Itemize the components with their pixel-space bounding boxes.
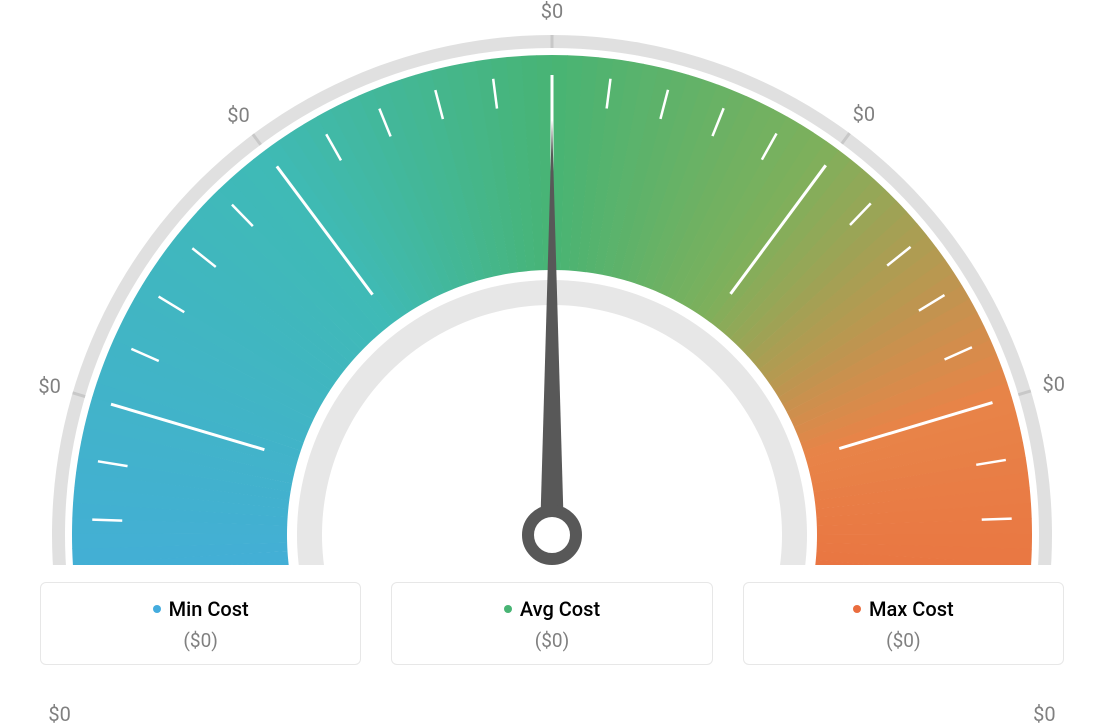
- legend-value-min: ($0): [51, 629, 350, 652]
- legend-card-min: Min Cost ($0): [40, 582, 361, 665]
- gauge-tick-label: $0: [541, 0, 563, 23]
- legend-card-max: Max Cost ($0): [743, 582, 1064, 665]
- legend-title-avg: Avg Cost: [504, 597, 600, 621]
- gauge-tick-label: $0: [227, 103, 249, 127]
- gauge-tick-label: $0: [1033, 702, 1055, 726]
- legend-value-max: ($0): [754, 629, 1053, 652]
- legend-label-min: Min Cost: [169, 597, 249, 621]
- gauge-tick-label: $0: [1043, 372, 1065, 396]
- legend-title-max: Max Cost: [853, 597, 954, 621]
- legend-dot-avg: [504, 605, 512, 613]
- legend-card-avg: Avg Cost ($0): [391, 582, 712, 665]
- legend-label-max: Max Cost: [869, 597, 954, 621]
- gauge-svg: [42, 5, 1062, 565]
- gauge-area: $0$0$0$0$0$0$0: [42, 5, 1062, 565]
- legend-label-avg: Avg Cost: [520, 597, 600, 621]
- gauge-tick-label: $0: [48, 702, 70, 726]
- legend-dot-min: [153, 605, 161, 613]
- legend-row: Min Cost ($0) Avg Cost ($0) Max Cost ($0…: [40, 582, 1064, 665]
- legend-value-avg: ($0): [402, 629, 701, 652]
- gauge-tick-label: $0: [853, 102, 875, 126]
- gauge-tick-label: $0: [38, 374, 60, 398]
- cost-gauge-chart: $0$0$0$0$0$0$0 Min Cost ($0) Avg Cost ($…: [0, 0, 1104, 690]
- legend-title-min: Min Cost: [153, 597, 249, 621]
- legend-dot-max: [853, 605, 861, 613]
